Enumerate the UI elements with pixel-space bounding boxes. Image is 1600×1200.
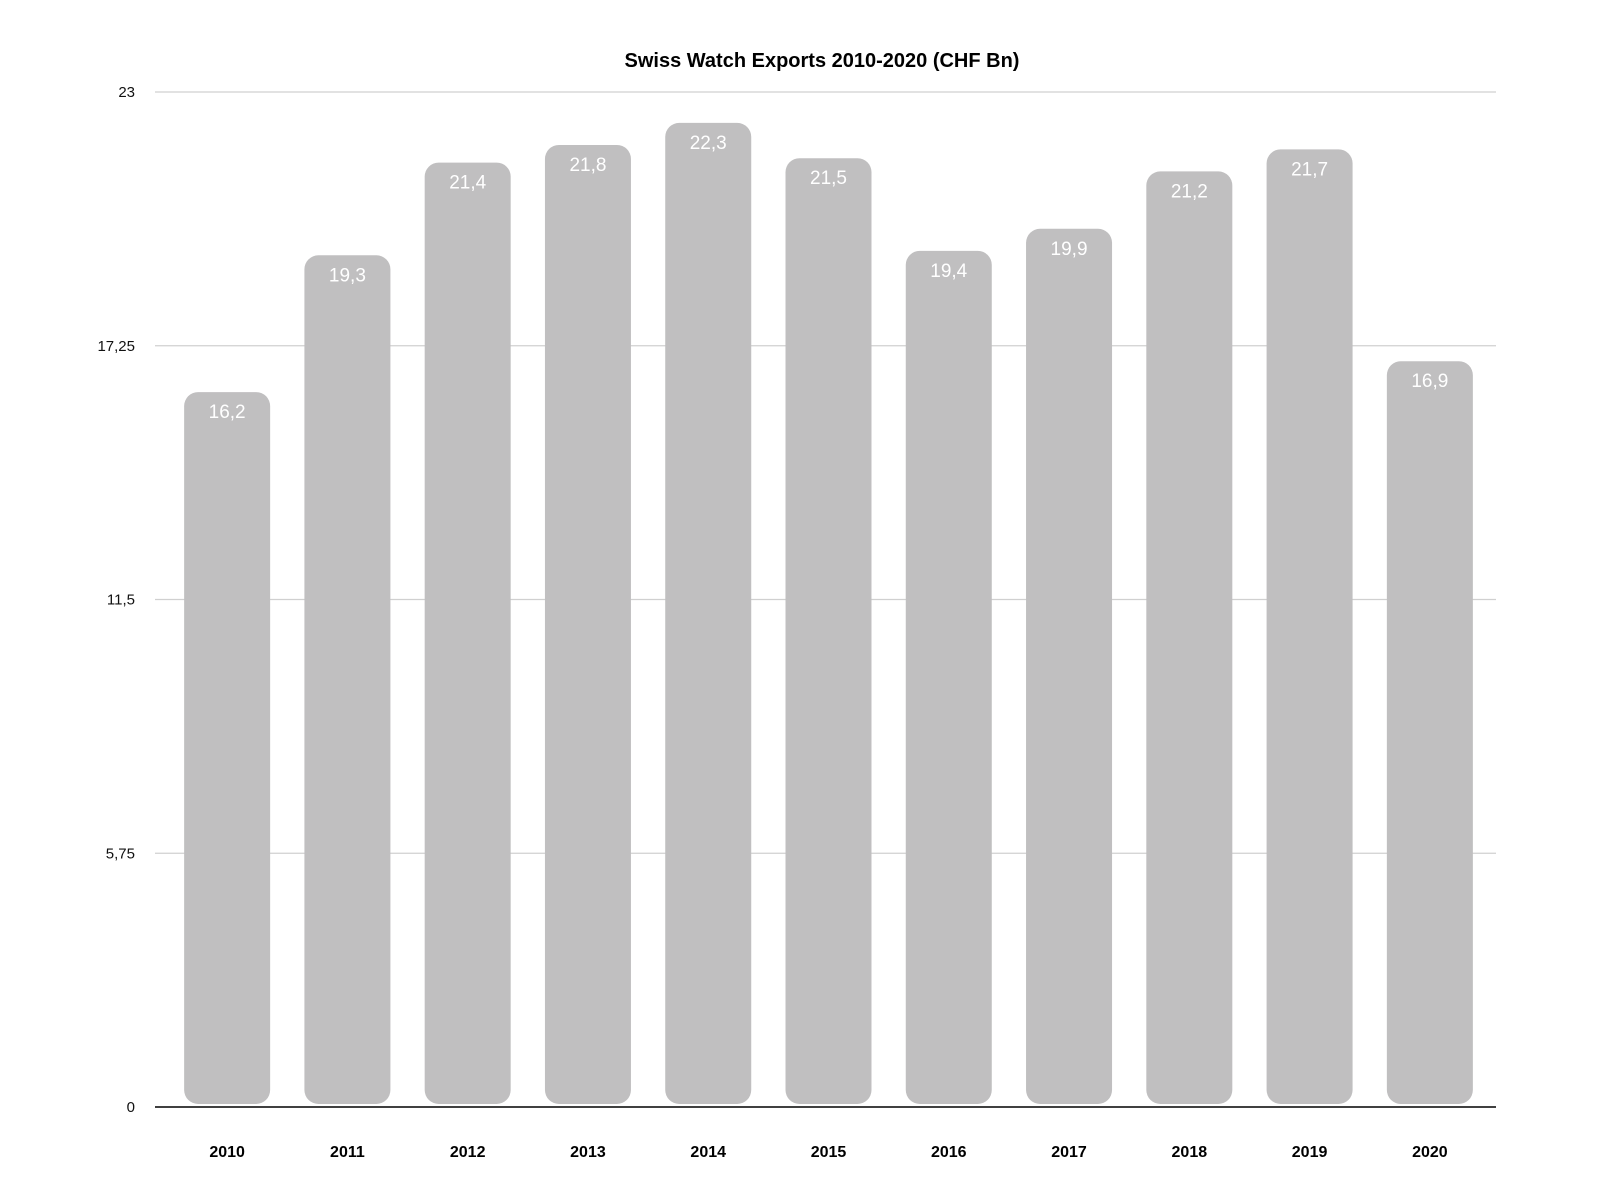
data-label-2015: 21,5: [810, 168, 847, 189]
bar-2019: [1266, 149, 1353, 1104]
y-tick-label: 5,75: [106, 845, 135, 862]
y-tick-label: 11,5: [107, 592, 135, 609]
bar-2011: [304, 255, 391, 1105]
y-tick-label: 0: [127, 1099, 135, 1116]
y-tick-label: 17,25: [97, 338, 135, 355]
data-label-2017: 19,9: [1051, 239, 1088, 260]
x-tick-label-2011: 2011: [330, 1144, 365, 1161]
bar-2010: [184, 392, 271, 1105]
bar-2014: [665, 122, 752, 1105]
data-label-2010: 16,2: [209, 402, 246, 423]
x-tick-label-2018: 2018: [1172, 1144, 1208, 1161]
data-label-2014: 22,3: [690, 133, 727, 154]
bar-2013: [544, 144, 631, 1104]
x-tick-label-2019: 2019: [1292, 1144, 1328, 1161]
x-tick-label-2013: 2013: [570, 1144, 606, 1161]
x-tick-label-2016: 2016: [931, 1144, 967, 1161]
y-tick-label: 23: [118, 84, 135, 101]
bar-2012: [424, 162, 511, 1104]
bar-2015: [785, 158, 872, 1104]
x-tick-label-2015: 2015: [811, 1144, 847, 1161]
bar-2018: [1146, 171, 1233, 1104]
x-tick-label-2014: 2014: [690, 1144, 726, 1161]
data-label-2019: 21,7: [1291, 159, 1328, 180]
x-tick-label-2012: 2012: [450, 1144, 486, 1161]
axes: 0 5,75 11,5 17,25 23 2010 2011 2012 2013 2014 2015…: [97, 84, 1496, 1161]
data-label-2016: 19,4: [930, 261, 967, 282]
data-label-2018: 21,2: [1171, 181, 1208, 202]
x-tick-label-2020: 2020: [1412, 1144, 1448, 1161]
chart-title: Swiss Watch Exports 2010-2020 (CHF Bn): [625, 50, 1020, 72]
x-tick-label-2017: 2017: [1051, 1144, 1087, 1161]
data-label-2013: 21,8: [569, 155, 606, 176]
data-label-2011: 19,3: [329, 265, 366, 286]
bar-2016: [905, 250, 992, 1104]
data-label-2020: 16,9: [1411, 371, 1448, 392]
x-tick-label-2010: 2010: [209, 1144, 245, 1161]
bar-2017: [1026, 228, 1113, 1105]
bars: [184, 122, 1473, 1105]
data-labels: 16,2 19,3 21,4 21,8 22,3 21,5 19,4 19,9 21,2 21,7…: [209, 133, 1449, 423]
data-label-2012: 21,4: [449, 173, 486, 194]
bar-2020: [1386, 361, 1473, 1104]
